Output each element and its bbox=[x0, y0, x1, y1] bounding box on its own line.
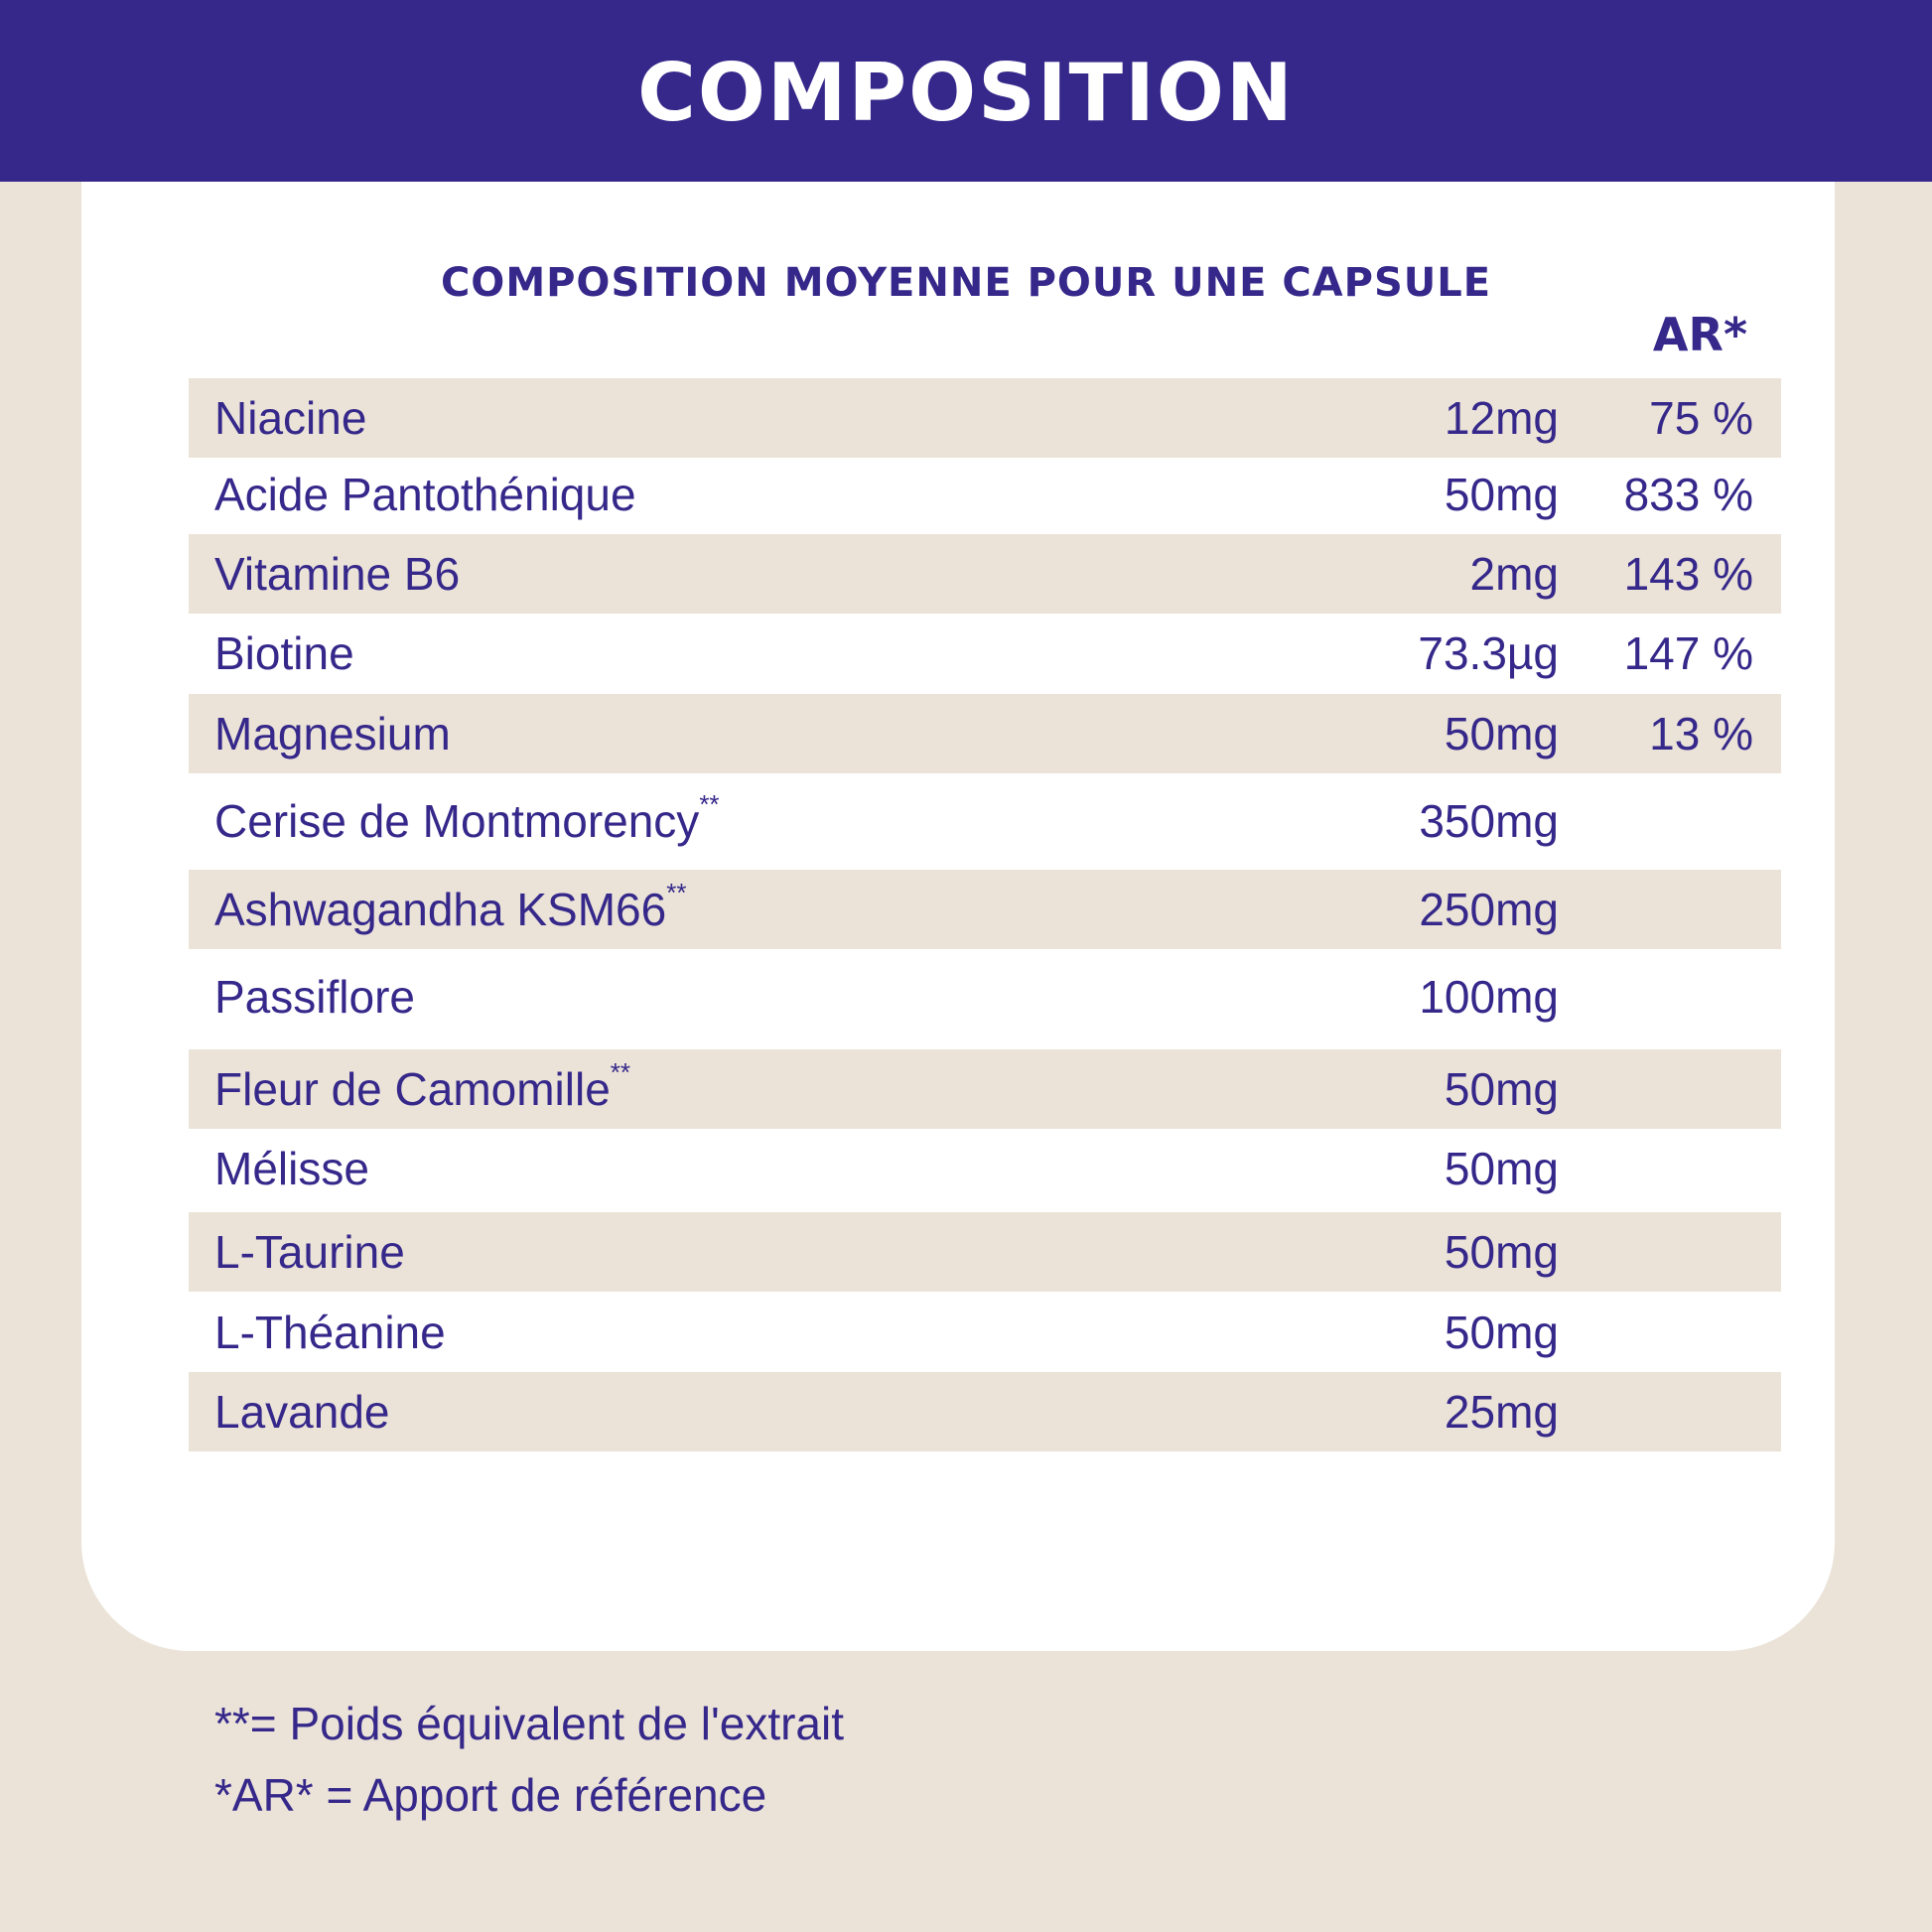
footnotes: **= Poids équivalent de l'extrait *AR* =… bbox=[214, 1688, 844, 1831]
table-row: Magnesium 50mg 13 % bbox=[189, 694, 1781, 773]
ingredient-name: Niacine bbox=[214, 392, 367, 444]
header-banner: COMPOSITION bbox=[0, 0, 1932, 182]
ingredient-name: Mélisse bbox=[214, 1143, 369, 1194]
table-subtitle: COMPOSITION MOYENNE POUR UNE CAPSULE bbox=[440, 260, 1492, 306]
table-row: L-Théanine 50mg bbox=[189, 1293, 1781, 1372]
ingredient-ar bbox=[1559, 957, 1753, 1036]
ingredient-ar bbox=[1559, 1293, 1753, 1372]
table-row: Acide Pantothénique 50mg 833 % bbox=[189, 455, 1781, 534]
ingredient-amount: 50mg bbox=[1444, 708, 1559, 759]
footnote-extract: **= Poids équivalent de l'extrait bbox=[214, 1698, 845, 1749]
ingredient-ar bbox=[1559, 1049, 1753, 1129]
page-title: COMPOSITION bbox=[637, 47, 1295, 139]
ingredient-name: Vitamine B6 bbox=[214, 548, 461, 600]
table-row: Mélisse 50mg bbox=[189, 1129, 1781, 1208]
footnote-reference: *AR* = Apport de référence bbox=[214, 1769, 767, 1821]
table-row: Vitamine B6 2mg 143 % bbox=[189, 534, 1781, 614]
table-row: Biotine 73.3µg 147 % bbox=[189, 614, 1781, 693]
ingredient-amount: 50mg bbox=[1444, 1063, 1559, 1115]
ingredient-amount: 50mg bbox=[1444, 1226, 1559, 1278]
table-row: Niacine 12mg 75 % bbox=[189, 378, 1781, 458]
ingredient-amount: 50mg bbox=[1444, 1143, 1559, 1194]
ingredient-ar bbox=[1559, 781, 1753, 861]
ingredient-amount: 350mg bbox=[1419, 795, 1559, 847]
ingredient-ar bbox=[1559, 870, 1753, 949]
ingredient-name: Biotine bbox=[214, 627, 354, 679]
ingredient-name: Acide Pantothénique bbox=[214, 469, 636, 520]
table-row: L-Taurine 50mg bbox=[189, 1212, 1781, 1292]
ingredient-ar: 143 % bbox=[1623, 548, 1753, 600]
ingredient-ar bbox=[1559, 1372, 1753, 1451]
ingredient-name: Magnesium bbox=[214, 708, 451, 759]
ar-column-header: AR* bbox=[1652, 308, 1747, 361]
ingredient-name: L-Théanine bbox=[214, 1307, 446, 1358]
ingredient-ar: 13 % bbox=[1649, 708, 1753, 759]
ingredient-name: Lavande bbox=[214, 1386, 390, 1438]
ingredient-amount: 100mg bbox=[1419, 971, 1559, 1023]
table-row: Lavande 25mg bbox=[189, 1372, 1781, 1451]
ingredient-ar bbox=[1559, 1212, 1753, 1292]
ingredient-ar bbox=[1559, 1129, 1753, 1208]
table-row: Passiflore 100mg bbox=[189, 957, 1781, 1036]
ingredient-ar: 147 % bbox=[1623, 627, 1753, 679]
table-row: Fleur de Camomille** 50mg bbox=[189, 1049, 1781, 1129]
ingredient-name: Passiflore bbox=[214, 971, 415, 1023]
ingredient-amount: 2mg bbox=[1469, 548, 1559, 600]
ingredient-amount: 50mg bbox=[1444, 469, 1559, 520]
ingredient-amount: 250mg bbox=[1419, 884, 1559, 935]
ingredient-name: Cerise de Montmorency** bbox=[214, 789, 720, 847]
ingredient-amount: 25mg bbox=[1444, 1386, 1559, 1438]
table-row: Cerise de Montmorency** 350mg bbox=[189, 781, 1781, 861]
ingredient-amount: 73.3µg bbox=[1418, 627, 1559, 679]
ingredient-name: Fleur de Camomille** bbox=[214, 1057, 631, 1115]
ingredient-name: Ashwagandha KSM66** bbox=[214, 878, 687, 935]
ingredient-ar: 75 % bbox=[1649, 392, 1753, 444]
ingredient-name: L-Taurine bbox=[214, 1226, 405, 1278]
table-row: Ashwagandha KSM66** 250mg bbox=[189, 870, 1781, 949]
ingredient-amount: 12mg bbox=[1444, 392, 1559, 444]
ingredient-ar: 833 % bbox=[1623, 469, 1753, 520]
ingredient-amount: 50mg bbox=[1444, 1307, 1559, 1358]
